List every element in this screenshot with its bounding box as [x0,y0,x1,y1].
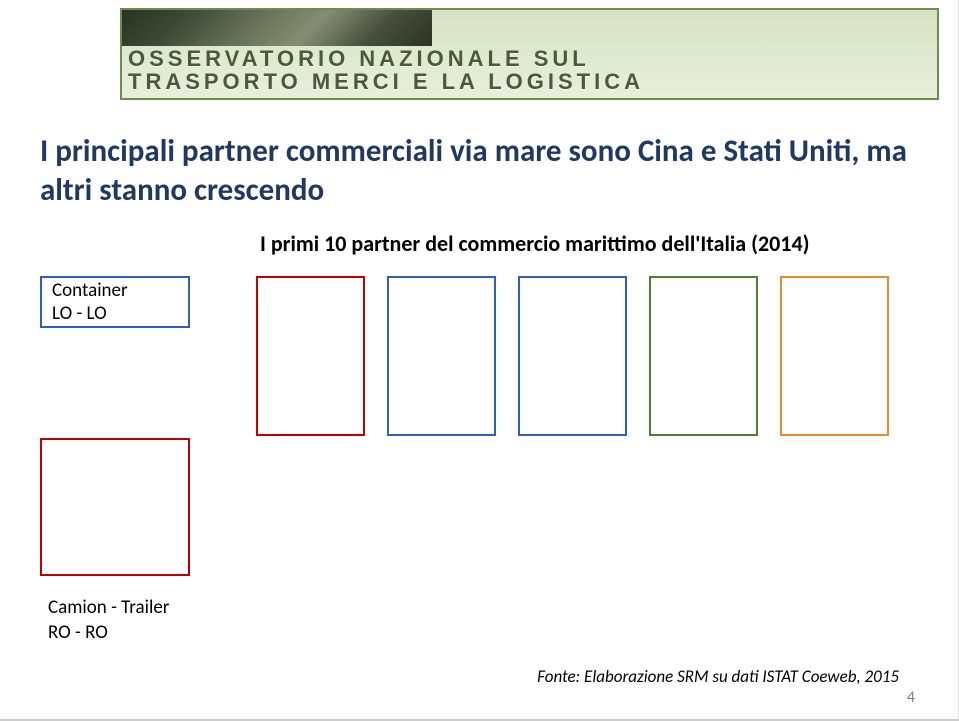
partner-box-5 [780,276,889,436]
label-box-roro [40,438,190,576]
camion-line1: Camion - Trailer [48,596,169,621]
banner-line-2: TRASPORTO MERCI E LA LOGISTICA [128,70,931,93]
source-caption: Fonte: Elaborazione SRM su dati ISTAT Co… [537,666,899,687]
chart-subtitle: I primi 10 partner del commercio maritti… [260,230,809,257]
label-container-line1: Container [52,279,178,302]
partner-box-4 [649,276,758,436]
partner-boxes-row [256,276,889,436]
title-block: I principali partner commerciali via mar… [40,132,919,210]
header-banner: OSSERVATORIO NAZIONALE SUL TRASPORTO MER… [120,8,939,100]
partner-box-3 [518,276,627,436]
label-container-lolo: Container LO - LO [40,276,190,328]
label-camion-trailer: Camion - Trailer RO - RO [48,596,169,645]
label-container-line2: LO - LO [52,302,178,325]
page-number: 4 [907,688,915,707]
camion-line2: RO - RO [48,621,169,646]
partner-box-2 [387,276,496,436]
partner-box-1 [256,276,365,436]
banner-line-1: OSSERVATORIO NAZIONALE SUL [128,47,931,70]
slide-title: I principali partner commerciali via mar… [40,132,919,210]
banner-text: OSSERVATORIO NAZIONALE SUL TRASPORTO MER… [128,46,931,94]
banner-photo-strip [122,10,432,46]
